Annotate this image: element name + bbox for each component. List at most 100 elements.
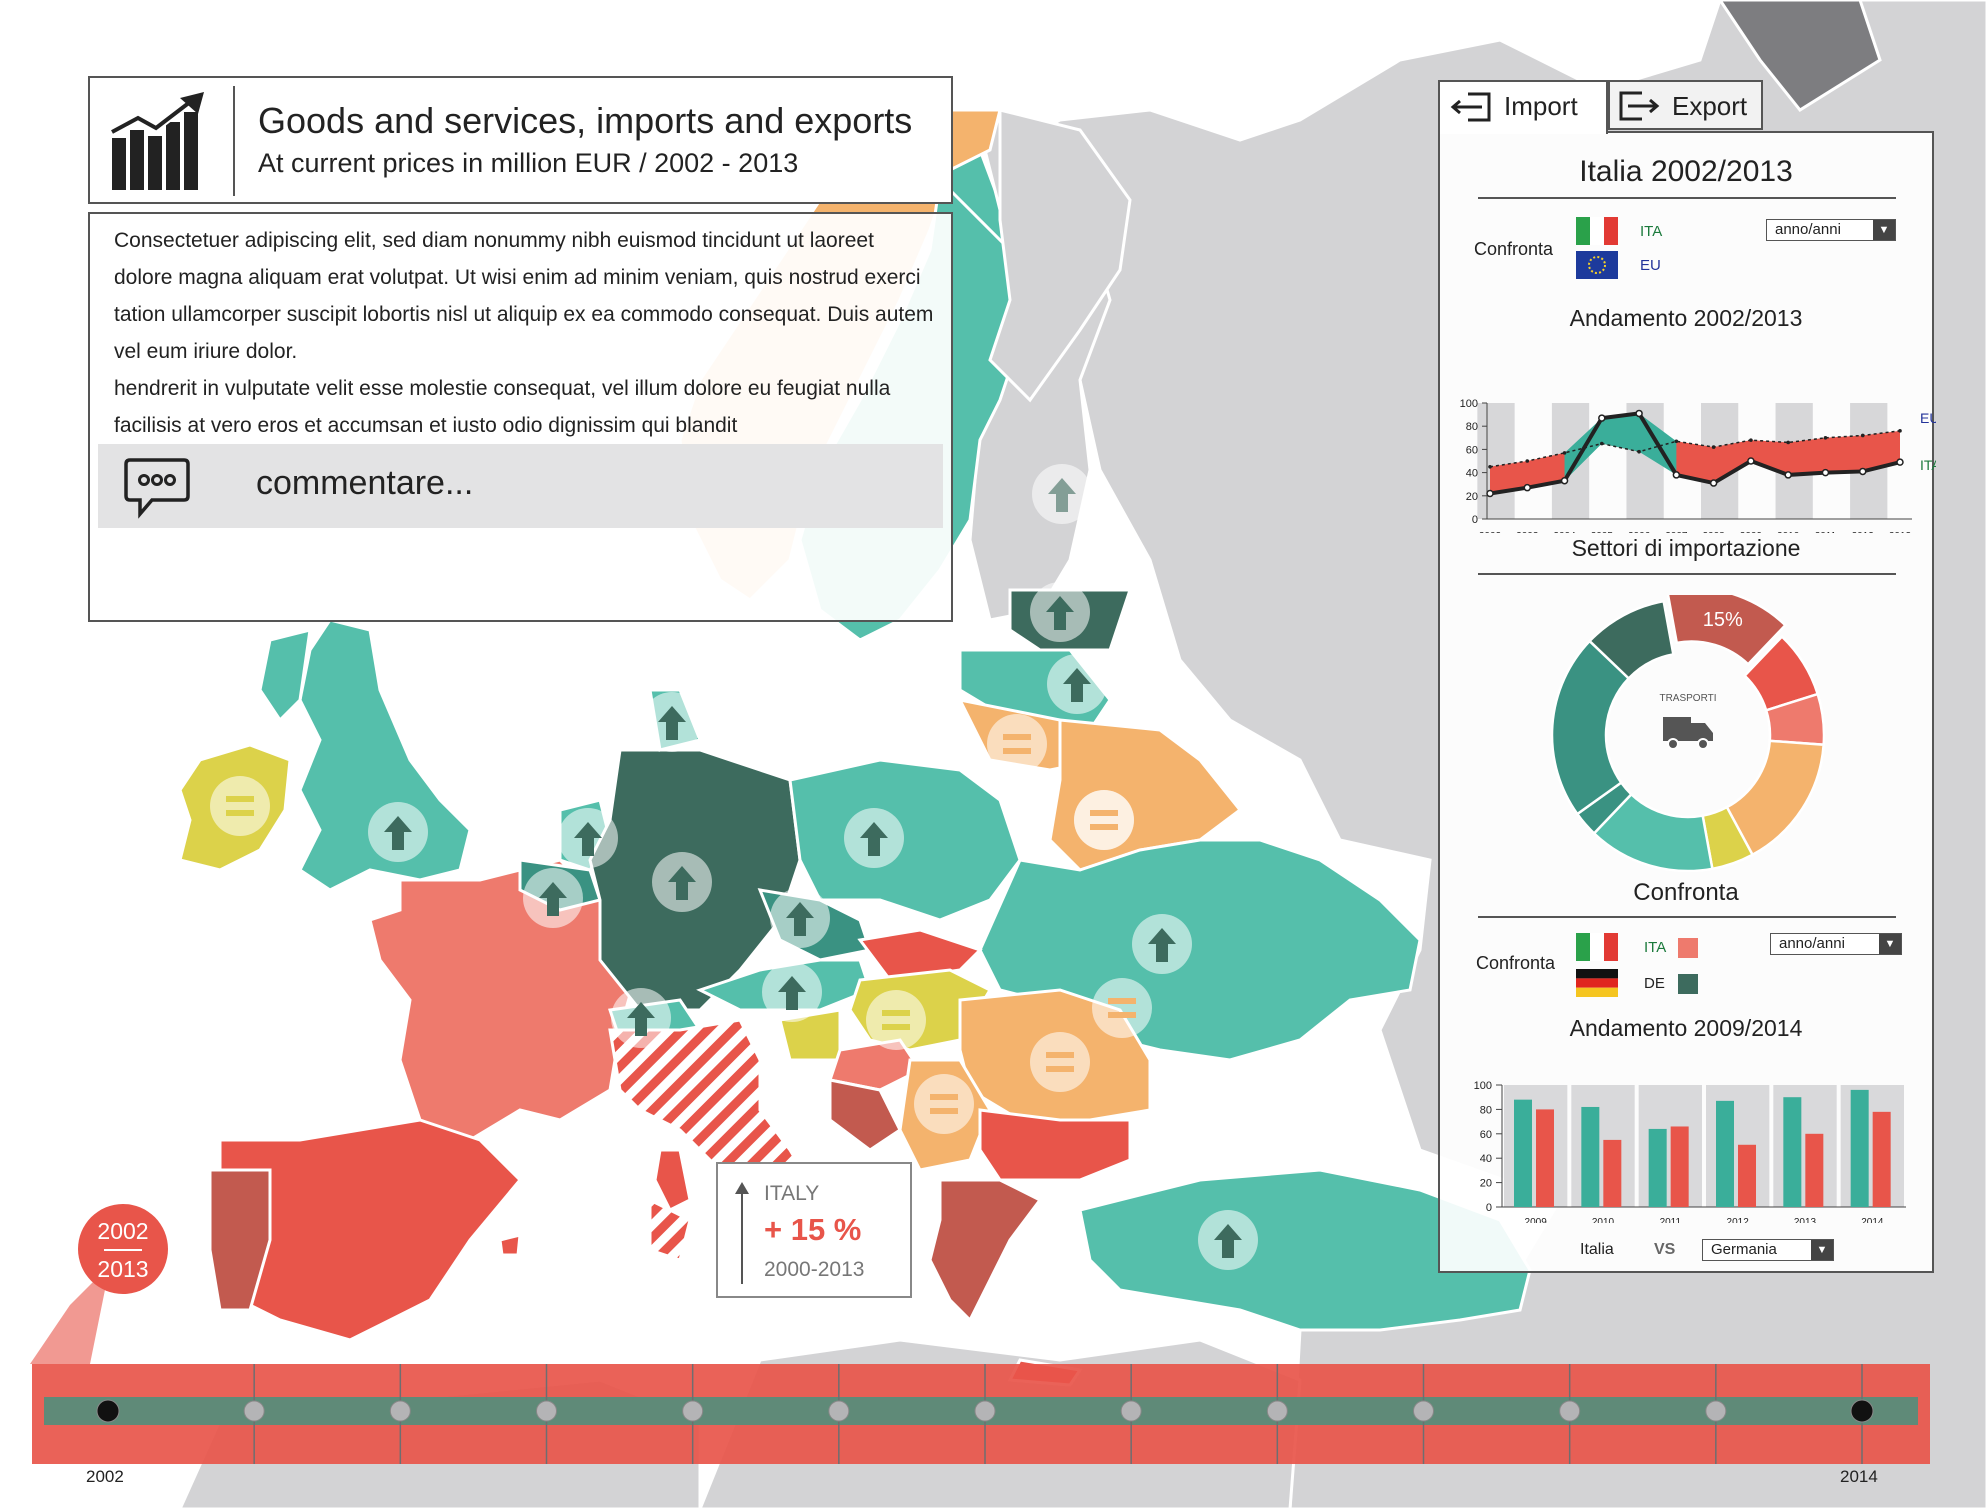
tab-export-label: Export bbox=[1672, 91, 1748, 121]
year-dropdown-1[interactable]: anno/anni ▼ bbox=[1766, 219, 1896, 241]
compare-item-ita: ITA bbox=[1640, 223, 1663, 240]
timeline-handle bbox=[96, 1399, 120, 1423]
compare-label-2: Confronta bbox=[1476, 953, 1556, 973]
ita-point bbox=[1598, 414, 1606, 422]
compare2-item-ita: ITA bbox=[1644, 939, 1667, 956]
timeline-start-label: 2002 bbox=[86, 1467, 124, 1486]
equal-indicator bbox=[1030, 1032, 1090, 1092]
map-indicators bbox=[210, 464, 1258, 1270]
ita-point bbox=[1560, 476, 1569, 485]
sectors-title: Settori di importazione bbox=[1571, 535, 1801, 561]
compare-item-eu: EU bbox=[1640, 257, 1661, 274]
eu-point bbox=[1711, 445, 1716, 449]
ita-point bbox=[1672, 471, 1681, 479]
tab-export[interactable]: Export bbox=[1608, 80, 1763, 130]
ita-point bbox=[1709, 479, 1718, 487]
bar-ita bbox=[1738, 1144, 1756, 1207]
bar-group-background bbox=[1840, 1085, 1904, 1207]
timeline-marker bbox=[828, 1400, 850, 1422]
bar-ita bbox=[1670, 1126, 1689, 1207]
title-separator bbox=[233, 86, 235, 196]
chevron-down-icon: ▼ bbox=[1879, 934, 1901, 954]
country-dropdown[interactable]: Germania ▼ bbox=[1702, 1239, 1834, 1261]
eu-point bbox=[1562, 451, 1567, 455]
legend-ita: ITA bbox=[1920, 457, 1936, 473]
x-tick-label: 2013 bbox=[1794, 1217, 1817, 1223]
equal-indicator bbox=[987, 714, 1047, 774]
x-tick-label: 2011 bbox=[1660, 1217, 1682, 1223]
vs-label: VS bbox=[1654, 1241, 1676, 1258]
timeline-marker bbox=[1120, 1400, 1142, 1422]
comment-button[interactable]: commentare... bbox=[98, 444, 943, 528]
bar-chart-title: Andamento 2009/2014 bbox=[1569, 1015, 1803, 1041]
x-tick-label: 2004 bbox=[1553, 531, 1576, 533]
bar-ita bbox=[1805, 1133, 1824, 1207]
timeline-markers[interactable] bbox=[96, 1364, 1874, 1464]
eu-point bbox=[1525, 459, 1530, 463]
equal-indicator bbox=[914, 1074, 974, 1134]
donut-slice-label: 15% bbox=[1703, 609, 1743, 631]
legend-eu: EU bbox=[1920, 410, 1936, 426]
bar-de bbox=[1648, 1128, 1667, 1207]
up-arrow-indicator bbox=[558, 808, 618, 868]
timeline-marker bbox=[389, 1400, 411, 1422]
equal-indicator bbox=[1092, 978, 1152, 1038]
year-dropdown-2-value: anno/anni bbox=[1779, 935, 1845, 952]
divider bbox=[1478, 916, 1896, 918]
equal-indicator bbox=[210, 776, 270, 836]
badge-divider bbox=[104, 1249, 142, 1251]
up-arrow-indicator bbox=[1198, 1210, 1258, 1270]
bar-group-background bbox=[1706, 1085, 1770, 1207]
period-badge[interactable]: 2002 2013 bbox=[78, 1204, 168, 1294]
eu-point bbox=[1637, 449, 1641, 454]
ita-point bbox=[1821, 468, 1830, 477]
timeline-marker bbox=[974, 1400, 996, 1422]
year-dropdown-2[interactable]: anno/anni ▼ bbox=[1770, 933, 1902, 955]
bar-de bbox=[1581, 1106, 1600, 1207]
bar-group-background bbox=[1773, 1085, 1837, 1207]
side-panel: Italia 2002/2013 Confronta ITA EU anno/a… bbox=[1438, 131, 1936, 1273]
x-tick-label: 2006 bbox=[1628, 531, 1651, 533]
up-arrow-indicator bbox=[611, 988, 671, 1048]
side-panel-title: Italia 2002/2013 bbox=[1579, 155, 1793, 188]
eu-point bbox=[1823, 436, 1828, 440]
import-arrow-icon bbox=[1450, 92, 1491, 122]
tab-import[interactable]: Import bbox=[1438, 80, 1608, 134]
eu-point bbox=[1898, 429, 1902, 433]
timeline-end-label: 2014 bbox=[1840, 1467, 1878, 1486]
divider bbox=[1478, 573, 1896, 575]
y-tick-label: 0 bbox=[1472, 514, 1478, 526]
eu-point bbox=[1600, 441, 1604, 446]
comment-label: commentare... bbox=[256, 464, 474, 502]
ita-point bbox=[1635, 409, 1643, 418]
export-arrow-icon bbox=[1619, 91, 1660, 121]
x-tick-label: 2011 bbox=[1815, 531, 1837, 533]
bar-group-background bbox=[1504, 1085, 1568, 1207]
donut-slice bbox=[1587, 599, 1675, 681]
germany-flag-icon bbox=[1576, 969, 1618, 997]
x-tick-label: 2012 bbox=[1727, 1217, 1750, 1223]
speech-bubble-icon bbox=[124, 458, 190, 519]
timeline-marker bbox=[1266, 1400, 1288, 1422]
up-arrow-indicator bbox=[844, 808, 904, 868]
description-paragraph-1: Consectetuer adipiscing elit, sed diam n… bbox=[114, 229, 934, 363]
ita-point bbox=[1858, 467, 1867, 476]
compare-label: Confronta bbox=[1474, 239, 1554, 259]
equal-indicator bbox=[1074, 790, 1134, 850]
description-box: Consectetuer adipiscing elit, sed diam n… bbox=[88, 212, 953, 622]
x-tick-label: 2008 bbox=[1703, 531, 1726, 533]
y-tick-label: 20 bbox=[1480, 1178, 1492, 1190]
x-tick-label: 2002 bbox=[1479, 531, 1502, 533]
y-tick-label: 100 bbox=[1460, 398, 1478, 410]
x-tick-label: 2005 bbox=[1591, 531, 1614, 533]
trend-area-chart: 0 20 40 60 80 100 2002 2003 2004 2005 2006 2007 2008… bbox=[1460, 398, 1936, 533]
bar-de bbox=[1514, 1099, 1532, 1207]
tab-import-label: Import bbox=[1504, 91, 1578, 121]
ita-point bbox=[1784, 471, 1792, 479]
chevron-down-icon: ▼ bbox=[1811, 1240, 1833, 1260]
callout-period: 2000-2013 bbox=[764, 1258, 865, 1281]
y-tick-label: 80 bbox=[1480, 1104, 1492, 1116]
up-arrow-indicator bbox=[1032, 464, 1092, 524]
donut-center-label: TRASPORTI bbox=[1659, 693, 1716, 704]
up-arrow-indicator bbox=[1047, 654, 1107, 714]
